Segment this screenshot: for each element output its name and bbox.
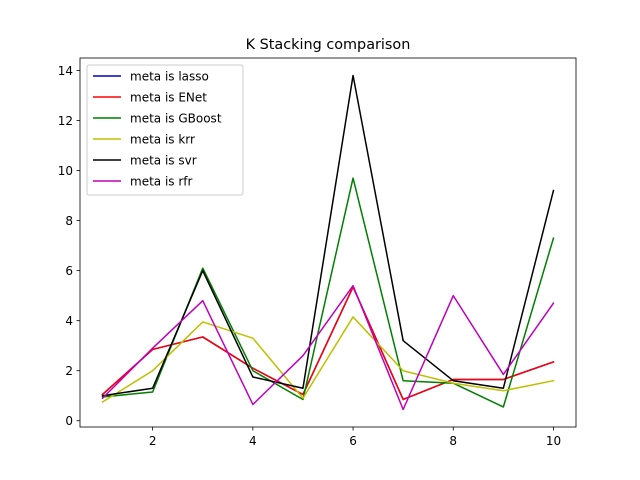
x-tick-label: 10 (546, 434, 561, 448)
x-tick-label: 4 (249, 434, 257, 448)
legend-label: meta is lasso (130, 70, 209, 84)
legend-label: meta is rfr (130, 175, 193, 189)
y-tick-label: 10 (58, 164, 73, 178)
x-tick-label: 2 (149, 434, 157, 448)
y-tick-label: 0 (65, 414, 73, 428)
legend-label: meta is svr (130, 154, 197, 168)
y-tick-label: 8 (65, 214, 73, 228)
x-tick-label: 8 (449, 434, 457, 448)
legend-label: meta is ENet (130, 91, 207, 105)
series-line-1 (101, 286, 555, 401)
x-tick-label: 6 (349, 434, 357, 448)
chart-title: K Stacking comparison (246, 37, 411, 53)
axes-frame (79, 57, 577, 428)
y-tick-label: 14 (58, 64, 73, 78)
legend-label: meta is GBoost (130, 112, 222, 126)
y-tick-label: 12 (58, 114, 73, 128)
legend-label: meta is krr (130, 133, 195, 147)
plot-area: 2 4 6 8 10 0 2 4 6 8 10 12 14 (58, 57, 577, 448)
y-tick-label: 2 (65, 364, 73, 378)
series-line-4 (101, 74, 555, 397)
series-line-3 (101, 316, 555, 404)
legend: meta is lasso meta is ENet meta is GBoost m… (86, 64, 244, 196)
series-line-5 (101, 284, 555, 411)
legend-box (86, 64, 244, 196)
y-tick-label: 4 (65, 314, 73, 328)
y-tick-label: 6 (65, 264, 73, 278)
